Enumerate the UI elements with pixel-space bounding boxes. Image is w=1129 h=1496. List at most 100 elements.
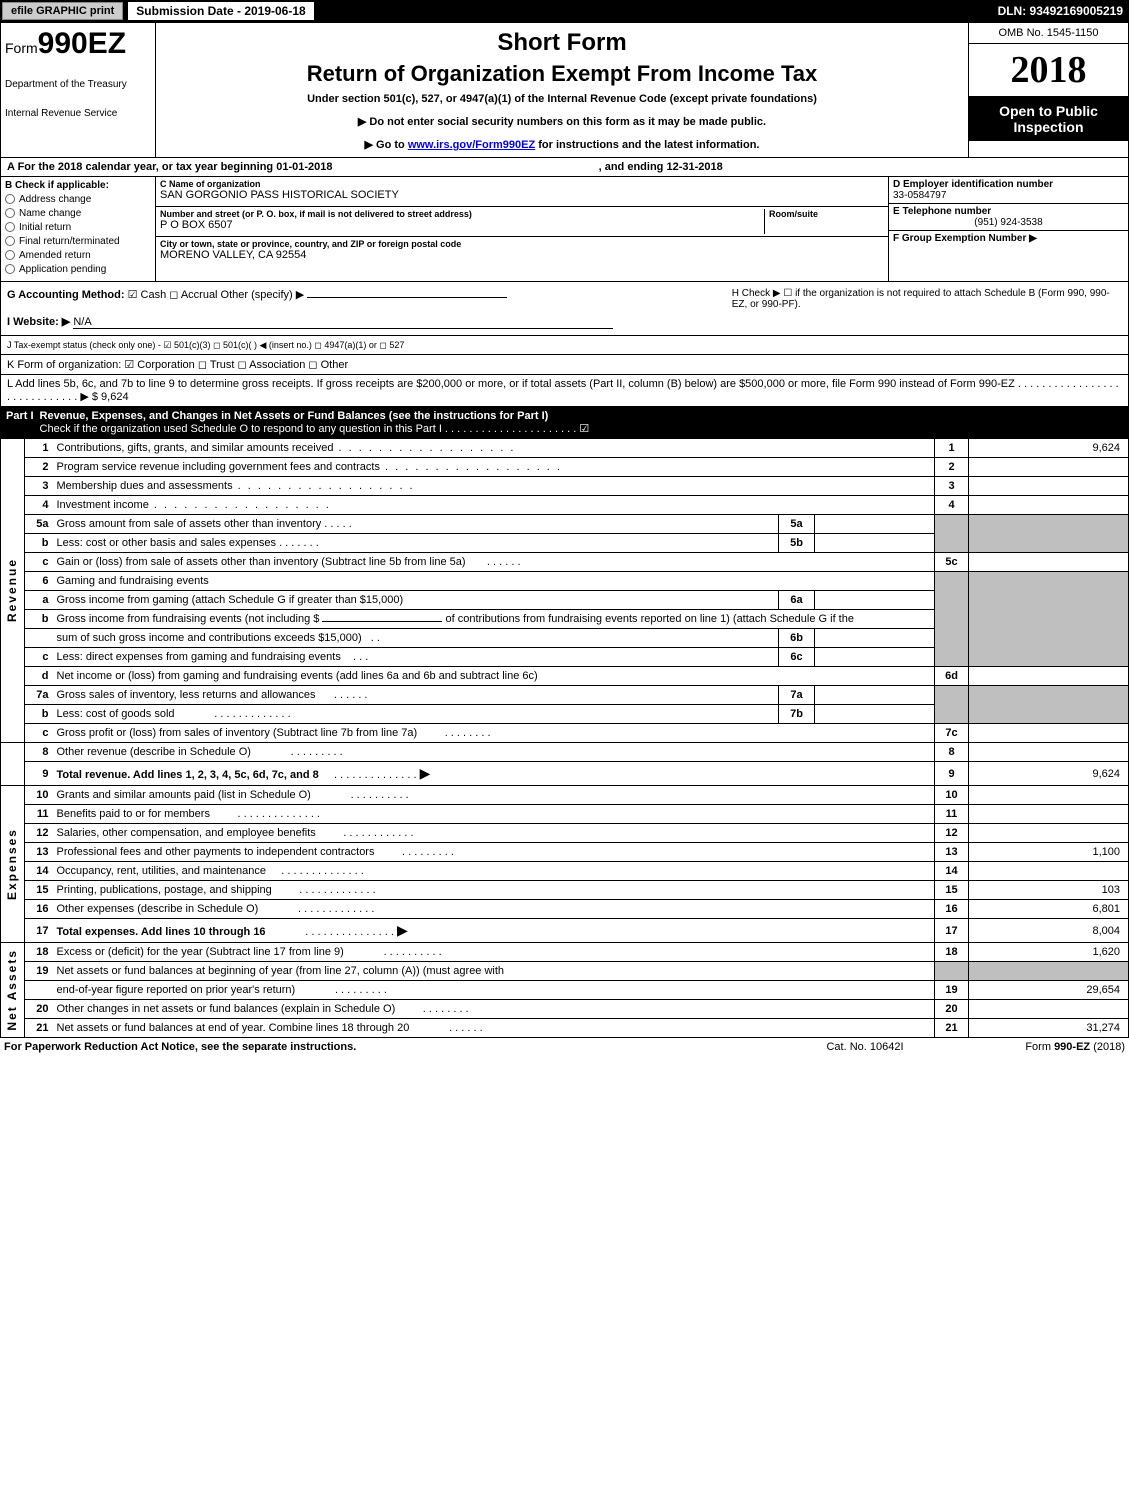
org-name: SAN GORGONIO PASS HISTORICAL SOCIETY [160, 189, 884, 201]
go-to-prefix: ▶ Go to [365, 139, 408, 151]
final-return-check[interactable] [5, 236, 15, 246]
chk-initial: Initial return [19, 222, 71, 233]
line-num: 14 [935, 862, 969, 881]
initial-return-check[interactable] [5, 222, 15, 232]
line-desc: Grants and similar amounts paid (list in… [57, 789, 311, 801]
line-amt [969, 824, 1129, 843]
line-amt [969, 805, 1129, 824]
line-desc-pre: Gross income from fundraising events (no… [57, 613, 323, 625]
line-amt [969, 477, 1129, 496]
line-desc: Printing, publications, postage, and shi… [57, 884, 272, 896]
line-no: 4 [25, 496, 53, 515]
line-amt: 9,624 [969, 762, 1129, 786]
efile-print-button[interactable]: efile GRAPHIC print [2, 2, 123, 20]
begin-date: 01-01-2018 [276, 161, 332, 173]
end-date: 12-31-2018 [666, 161, 722, 173]
line-no: 8 [25, 743, 53, 762]
line-amt [969, 724, 1129, 743]
line-no: 13 [25, 843, 53, 862]
line-desc: Other expenses (describe in Schedule O) [57, 903, 259, 915]
line-desc: Less: cost of goods sold [57, 708, 175, 720]
line-num: 11 [935, 805, 969, 824]
line-no: 16 [25, 900, 53, 919]
section-a-mid: , and ending [599, 161, 667, 173]
form-id-footer: Form 990-EZ (2018) [965, 1041, 1125, 1053]
amended-return-check[interactable] [5, 250, 15, 260]
accounting-method-opts: ☑ Cash ◻ Accrual Other (specify) ▶ [128, 289, 305, 301]
form-header: Form990EZ Department of the Treasury Int… [0, 22, 1129, 158]
form-990ez: 990EZ [38, 27, 126, 60]
part-1-label: Part I [6, 410, 40, 435]
line-amt [969, 862, 1129, 881]
city-label: City or town, state or province, country… [160, 239, 884, 249]
line-amt [969, 667, 1129, 686]
part-1-table: Revenue 1 Contributions, gifts, grants, … [0, 438, 1129, 1038]
sub-label: 5b [779, 534, 815, 553]
check-if-applicable-label: B Check if applicable: [5, 180, 151, 191]
header-right: OMB No. 1545-1150 2018 Open to Public In… [968, 23, 1128, 157]
line-desc: Total expenses. Add lines 10 through 16 [57, 926, 266, 938]
line-amt [969, 743, 1129, 762]
line-no: b [25, 610, 53, 629]
line-desc: Total revenue. Add lines 1, 2, 3, 4, 5c,… [57, 769, 319, 781]
line-num: 19 [935, 981, 969, 1000]
line-desc-post: of contributions from fundraising events… [442, 613, 854, 625]
submission-date: Submission Date - 2019-06-18 [127, 1, 314, 21]
gross-receipts-amount: 9,624 [101, 391, 129, 403]
irs-link[interactable]: www.irs.gov/Form990EZ [408, 139, 535, 151]
line-desc: sum of such gross income and contributio… [57, 632, 362, 644]
line-desc: Gross sales of inventory, less returns a… [57, 689, 316, 701]
expenses-side-label: Expenses [5, 828, 19, 900]
chk-final: Final return/terminated [19, 236, 120, 247]
line-no: 1 [25, 439, 53, 458]
line-no: b [25, 705, 53, 724]
line-no: d [25, 667, 53, 686]
line-desc: Gaming and fundraising events [57, 575, 209, 587]
omb-number: OMB No. 1545-1150 [969, 23, 1128, 44]
header-left: Form990EZ Department of the Treasury Int… [1, 23, 156, 157]
line-desc: Contributions, gifts, grants, and simila… [57, 442, 334, 454]
line-no: 20 [25, 1000, 53, 1019]
chk-amended: Amended return [19, 250, 91, 261]
name-change-check[interactable] [5, 208, 15, 218]
application-pending-check[interactable] [5, 264, 15, 274]
sub-label: 6a [779, 591, 815, 610]
line-desc: Gross amount from sale of assets other t… [57, 518, 322, 530]
line-no: 11 [25, 805, 53, 824]
line-amt [969, 496, 1129, 515]
line-num: 21 [935, 1019, 969, 1038]
line-desc: Gain or (loss) from sale of assets other… [57, 556, 466, 568]
open-public-line1: Open to Public [971, 103, 1126, 119]
header-center: Short Form Return of Organization Exempt… [156, 23, 968, 157]
line-amt: 31,274 [969, 1019, 1129, 1038]
line-desc: Excess or (deficit) for the year (Subtra… [57, 946, 344, 958]
line-no: 12 [25, 824, 53, 843]
section-l-text: L Add lines 5b, 6c, and 7b to line 9 to … [7, 378, 1119, 403]
org-name-label: C Name of organization [160, 179, 884, 189]
col-b-checkboxes: B Check if applicable: Address change Na… [1, 177, 156, 281]
go-to-text: ▶ Go to www.irs.gov/Form990EZ for instru… [162, 138, 962, 151]
chk-pending: Application pending [19, 264, 106, 275]
line-no: 5a [25, 515, 53, 534]
sub-label: 6c [779, 648, 815, 667]
line-num: 4 [935, 496, 969, 515]
line-desc: Occupancy, rent, utilities, and maintena… [57, 865, 267, 877]
line-no: 19 [25, 962, 53, 981]
line-num: 1 [935, 439, 969, 458]
address-change-check[interactable] [5, 194, 15, 204]
col-d-identifiers: D Employer identification number 33-0584… [888, 177, 1128, 281]
line-desc: Benefits paid to or for members [57, 808, 210, 820]
line-desc: Net assets or fund balances at end of ye… [57, 1022, 410, 1034]
ein-value: 33-0584797 [893, 190, 1124, 201]
line-amt: 1,620 [969, 943, 1129, 962]
sub-label: 7a [779, 686, 815, 705]
part-1-title: Revenue, Expenses, and Changes in Net As… [40, 410, 549, 422]
sub-label: 5a [779, 515, 815, 534]
do-not-enter-text: ▶ Do not enter social security numbers o… [162, 115, 962, 128]
line-amt: 29,654 [969, 981, 1129, 1000]
page-footer: For Paperwork Reduction Act Notice, see … [0, 1038, 1129, 1056]
line-desc: Membership dues and assessments [57, 480, 233, 492]
part-1-header: Part I Revenue, Expenses, and Changes in… [0, 407, 1129, 438]
line-desc: Less: direct expenses from gaming and fu… [57, 651, 341, 663]
line-amt: 1,100 [969, 843, 1129, 862]
